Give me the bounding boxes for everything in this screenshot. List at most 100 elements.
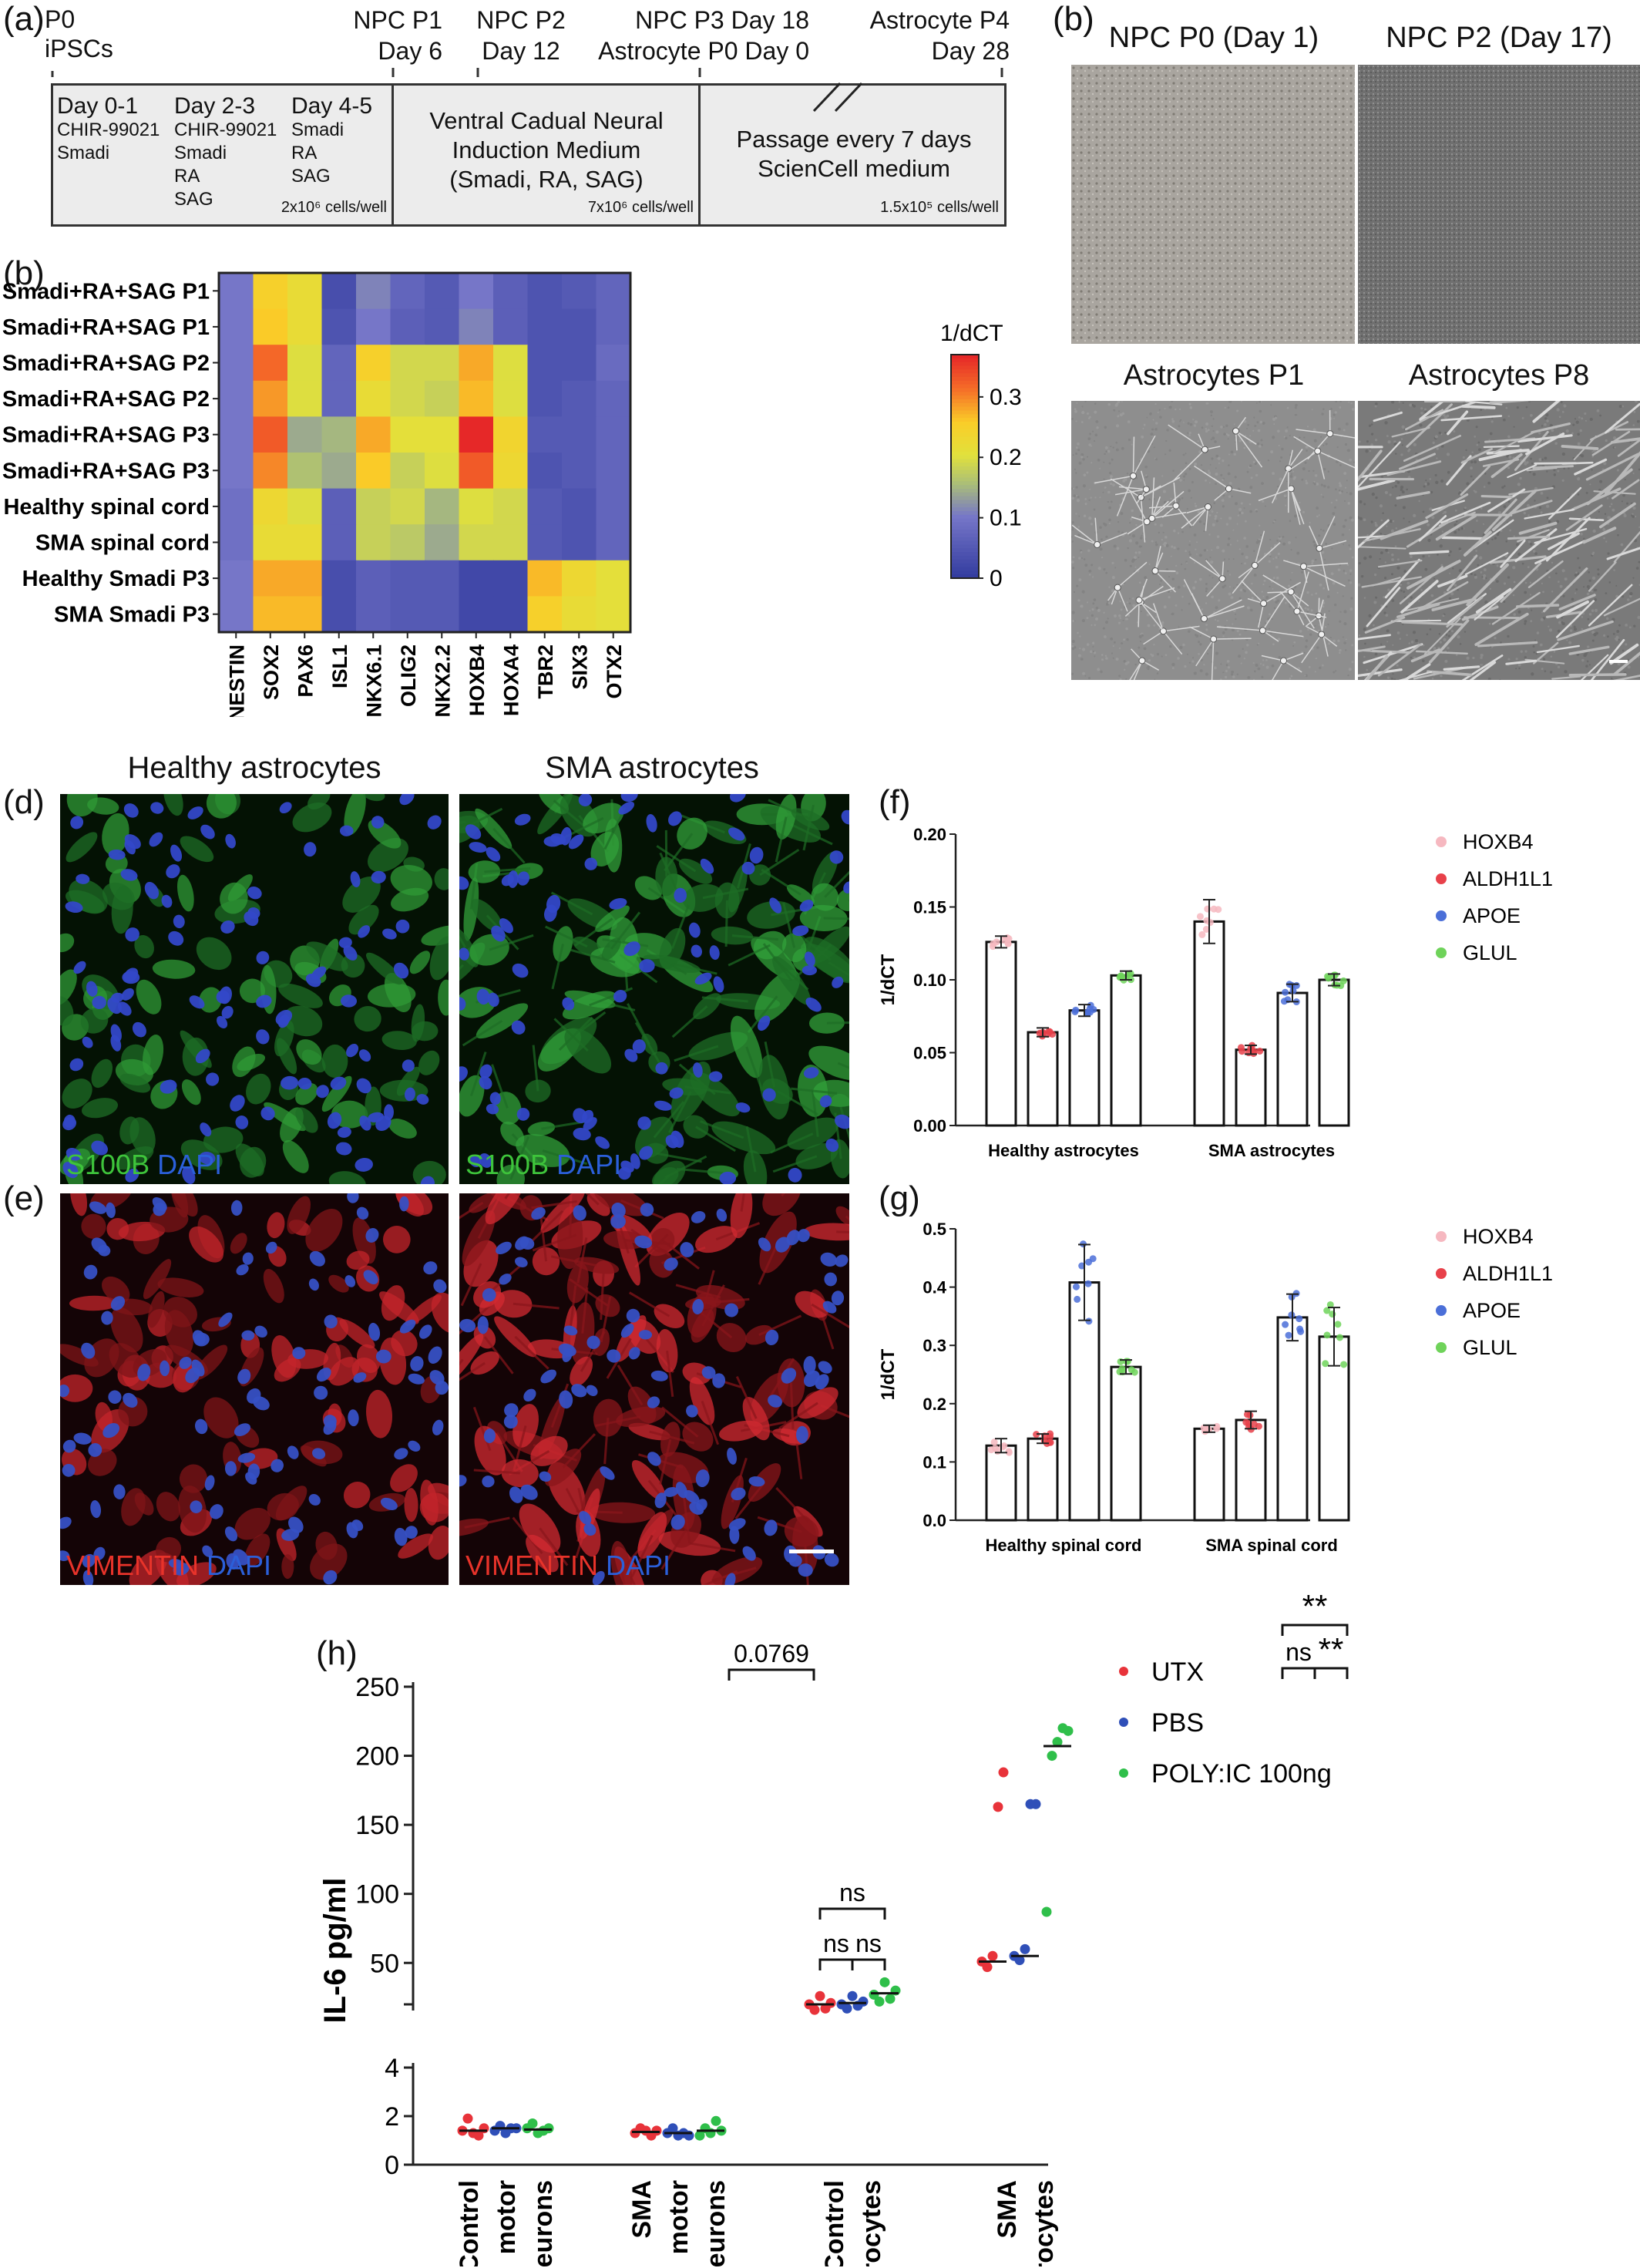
texture-dot <box>1343 622 1347 626</box>
texture-dot <box>1171 667 1175 669</box>
cytoplasm <box>276 1528 297 1561</box>
texture-dot <box>1223 432 1226 436</box>
nucleus <box>479 1075 492 1090</box>
heatmap-cell <box>459 345 494 382</box>
day-item: RA <box>291 143 318 163</box>
nucleus <box>314 1385 328 1400</box>
nucleus <box>247 1463 260 1480</box>
texture-dot <box>1268 560 1271 563</box>
texture-dot <box>1181 595 1184 598</box>
x-category-label: astrocytes <box>1030 2180 1059 2266</box>
texture-dot <box>1518 667 1521 670</box>
texture-dot <box>1334 411 1337 414</box>
colorbar-segment <box>951 556 979 560</box>
significance-label: ns <box>839 1879 865 1906</box>
heatmap-cell <box>527 453 563 490</box>
elongated-cell <box>1401 621 1464 626</box>
elongated-cell <box>1384 558 1420 599</box>
texture-dot <box>1350 597 1353 600</box>
data-point <box>1322 1360 1329 1368</box>
elongated-cell <box>1617 439 1640 457</box>
texture-dot <box>1083 473 1087 476</box>
nucleus <box>637 1116 651 1130</box>
nucleus <box>113 1484 126 1499</box>
nucleus <box>639 1146 654 1160</box>
nucleus <box>124 840 136 855</box>
texture-dot <box>1171 418 1174 420</box>
texture-dot <box>1304 607 1307 610</box>
data-point <box>1256 1048 1264 1055</box>
bar <box>1027 1031 1059 1127</box>
legend-marker <box>1436 873 1447 884</box>
texture-dot <box>1191 480 1194 483</box>
colorbar-segment <box>951 447 979 453</box>
texture-dot <box>1457 528 1460 531</box>
elongated-cell <box>1606 547 1640 560</box>
legend-marker <box>1436 1305 1447 1316</box>
y-axis-label: 1/dCT <box>879 1348 899 1400</box>
texture-dot <box>1188 540 1191 542</box>
cytoplasm <box>469 934 509 966</box>
texture-dot <box>1140 611 1142 613</box>
texture-dot <box>1238 437 1241 440</box>
texture-dot <box>1087 417 1091 419</box>
texture-dot <box>1105 621 1109 624</box>
texture-dot <box>1399 638 1402 641</box>
texture-dot <box>1599 480 1603 483</box>
legend-marker <box>1436 910 1447 921</box>
texture-dot <box>1253 416 1255 419</box>
texture-dot <box>1165 543 1169 547</box>
texture-dot <box>1175 564 1178 567</box>
texture-dot <box>1135 477 1138 480</box>
astrocyte-process <box>1154 546 1161 571</box>
cytoplasm <box>390 864 432 896</box>
texture-dot <box>1458 491 1461 494</box>
cell-process <box>659 1439 672 1485</box>
texture-dot <box>1379 557 1381 560</box>
timeline-label-line: Astrocyte P4 <box>869 6 1010 34</box>
texture-dot <box>1413 656 1416 659</box>
texture-dot <box>1075 472 1077 474</box>
data-point <box>1280 998 1288 1005</box>
nucleus <box>610 1214 626 1229</box>
texture-dot <box>1245 545 1249 548</box>
heatmap-col-label: SOX2 <box>260 644 283 700</box>
texture-dot <box>1396 631 1400 634</box>
texture-dot <box>1593 588 1597 592</box>
texture-dot <box>1187 422 1190 425</box>
colorbar-segment <box>951 477 979 482</box>
significance-label: ns <box>1285 1638 1312 1666</box>
astrocyte-body <box>1143 518 1151 526</box>
heatmap-row-label: Healthy Smadi+RA+SAG P2 <box>0 352 210 376</box>
texture-dot <box>1218 599 1221 602</box>
texture-dot <box>1386 435 1389 437</box>
texture-dot <box>1466 656 1470 660</box>
texture-dot <box>1455 520 1458 523</box>
cytoplasm <box>152 959 196 979</box>
texture-dot <box>1339 463 1342 466</box>
nucleus <box>792 925 809 937</box>
texture-dot <box>1205 587 1208 591</box>
texture-dot <box>1092 645 1094 648</box>
heatmap-cell <box>321 308 357 345</box>
texture-dot <box>1125 678 1128 680</box>
texture-dot <box>1611 617 1615 621</box>
nucleus <box>348 1409 359 1427</box>
astrocyte-process <box>1117 561 1148 588</box>
elongated-cell <box>1478 449 1523 462</box>
heatmap-cell <box>527 416 563 453</box>
bar <box>1235 1418 1267 1522</box>
nucleus <box>225 833 236 849</box>
texture-dot <box>1086 471 1089 474</box>
texture-dot <box>1332 413 1336 416</box>
texture-dot <box>1277 485 1279 488</box>
data-point <box>1116 974 1124 981</box>
texture-dot <box>1311 409 1313 411</box>
y-tick-label: 0.4 <box>922 1278 946 1297</box>
elongated-cell <box>1480 495 1513 499</box>
day-item: SAG <box>291 166 331 187</box>
texture-dot <box>1261 591 1263 593</box>
cytoplasm <box>156 1536 182 1563</box>
nucleus <box>394 1448 408 1460</box>
texture-dot <box>1524 581 1527 584</box>
